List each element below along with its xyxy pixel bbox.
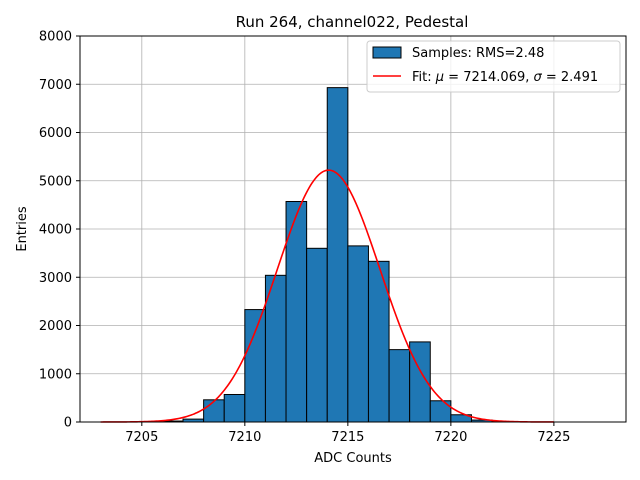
chart-title: Run 264, channel022, Pedestal [236,13,469,31]
x-tick-label: 7210 [228,430,261,445]
legend-fit-label: Fit: μ = 7214.069, σ = 2.491 [412,70,598,85]
y-tick-label: 3000 [39,271,72,286]
x-axis-label: ADC Counts [314,451,392,466]
histogram-bars [141,87,514,423]
histogram-bar [388,349,411,423]
histogram-bar [347,245,369,423]
y-tick-label: 6000 [39,126,72,141]
legend-fit-prefix: Fit: [412,70,436,85]
x-tick-label: 7220 [434,430,467,445]
y-tick-label: 7000 [39,78,72,93]
y-tick-label: 0 [64,416,72,431]
y-tick-label: 5000 [39,174,72,189]
histogram-bar [223,393,246,423]
fit-curve [100,169,554,423]
x-tick-label: 7215 [331,430,364,445]
histogram-bar [326,87,349,423]
x-axis-ticks: 7205 7210 7215 7220 7225 [125,422,570,445]
y-tick-label: 1000 [39,367,72,382]
y-tick-label: 2000 [39,319,72,334]
histogram-bar [306,247,328,423]
x-tick-label: 7205 [125,430,158,445]
y-axis-ticks: 0 1000 2000 3000 4000 5000 6000 7000 8000 [39,30,80,431]
histogram-bar [203,399,225,423]
legend-box [366,40,621,93]
legend-fit-mu-text: = 7214.069, [444,70,533,85]
legend-fit-sigma-symbol: σ [534,70,543,85]
legend-fit-mu-symbol: μ [435,70,444,85]
legend-samples-swatch [372,46,402,59]
y-tick-label: 4000 [39,223,72,238]
y-tick-label: 8000 [39,30,72,45]
legend-fit-sigma-text: = 2.491 [542,70,598,85]
legend-samples-label: Samples: RMS=2.48 [412,46,544,61]
histogram-bar [244,309,266,423]
legend: Samples: RMS=2.48 Fit: μ = 7214.069, σ =… [366,40,621,93]
y-axis-label: Entries [15,206,30,252]
x-tick-label: 7225 [537,430,570,445]
